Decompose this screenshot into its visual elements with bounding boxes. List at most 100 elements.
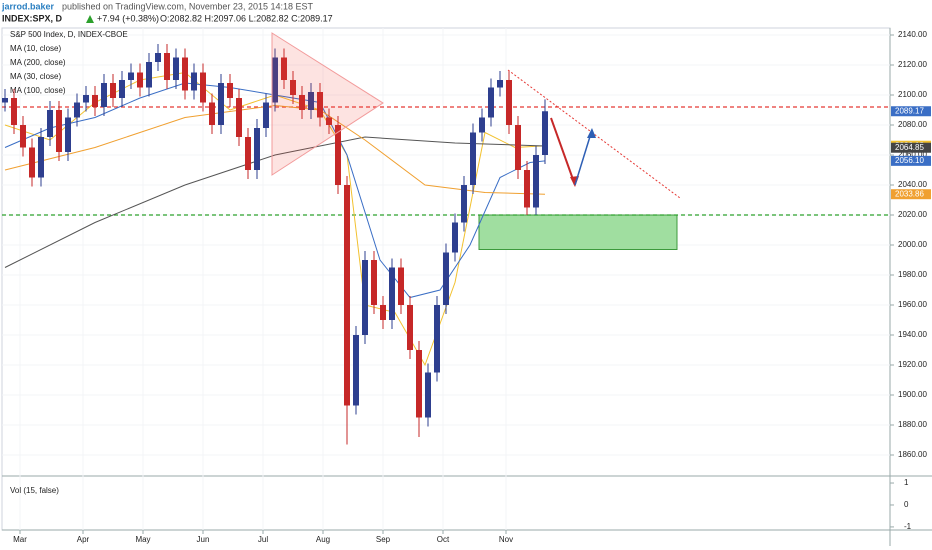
x-tick-label: Nov xyxy=(499,535,513,544)
ma-line xyxy=(4,82,546,299)
x-tick-label: Oct xyxy=(437,535,450,544)
candle-body xyxy=(164,53,170,80)
x-tick-label: Jul xyxy=(258,535,268,544)
y-tick-label: 2140.00 xyxy=(898,30,927,39)
price-label-box xyxy=(891,142,931,153)
x-tick-label: Apr xyxy=(77,535,90,544)
candle-body xyxy=(11,98,17,125)
price-label: 2089.17 xyxy=(895,106,924,115)
up-icon xyxy=(86,15,94,23)
legend-label: MA (30, close) xyxy=(10,72,61,81)
candle-body xyxy=(524,170,530,208)
candle-body xyxy=(227,83,233,98)
candle-body xyxy=(173,57,179,80)
candle-body xyxy=(317,92,323,118)
y-tick-label: 1 xyxy=(904,478,909,487)
candle-body xyxy=(191,72,197,91)
candle-body xyxy=(182,57,188,91)
x-tick-label: May xyxy=(135,535,150,544)
candle-body xyxy=(416,350,422,418)
candle-body xyxy=(380,305,386,320)
candle-body xyxy=(398,267,404,305)
y-tick-label: 2060.00 xyxy=(898,150,927,159)
x-tick-label: Sep xyxy=(376,535,391,544)
candle-body xyxy=(128,72,134,80)
candle-body xyxy=(470,132,476,185)
legend-label: MA (10, close) xyxy=(10,44,61,53)
price-label-box xyxy=(891,189,931,200)
candle-body xyxy=(65,117,71,152)
candle-body xyxy=(371,260,377,305)
triangle-drawing xyxy=(271,32,384,176)
candle-body xyxy=(137,72,143,88)
candle-body xyxy=(119,80,125,98)
y-tick-label: 2020.00 xyxy=(898,210,927,219)
candle-body xyxy=(308,92,314,110)
candle-body xyxy=(353,335,359,406)
arrow-down xyxy=(550,117,576,186)
candle-body xyxy=(20,125,26,148)
candle-body xyxy=(389,267,395,320)
y-tick-label: 2000.00 xyxy=(898,240,927,249)
candle-body xyxy=(272,57,278,103)
y-tick-label: 1920.00 xyxy=(898,360,927,369)
candle-body xyxy=(506,80,512,125)
legend-title: S&P 500 Index, D, INDEX-CBOE xyxy=(10,30,128,39)
y-tick-label: -1 xyxy=(904,522,912,531)
price-label: 2033.86 xyxy=(895,189,924,198)
price-label: 2056.10 xyxy=(895,156,924,165)
ma-line xyxy=(4,71,546,367)
ma-line xyxy=(4,136,546,268)
ohlc: O:2082.82 H:2097.06 L:2082.82 C:2089.17 xyxy=(160,13,333,23)
legend-label: MA (200, close) xyxy=(10,58,66,67)
candle-body xyxy=(101,83,107,107)
candle-body xyxy=(74,102,80,118)
y-tick-label: 1960.00 xyxy=(898,300,927,309)
published: published on TradingView.com, November 2… xyxy=(62,1,313,11)
candle-body xyxy=(209,102,215,125)
x-tick-label: Aug xyxy=(316,535,330,544)
y-tick-label: 2100.00 xyxy=(898,90,927,99)
candle-body xyxy=(146,62,152,88)
candle-body xyxy=(245,137,251,170)
candle-body xyxy=(497,80,503,88)
candle-body xyxy=(425,372,431,418)
price-label: 2064.85 xyxy=(895,143,924,152)
y-tick-label: 2040.00 xyxy=(898,180,927,189)
arrow-up xyxy=(574,129,593,186)
candle-body xyxy=(2,98,8,103)
arrow-head xyxy=(587,128,596,138)
legend-label: MA (100, close) xyxy=(10,86,66,95)
candle-body xyxy=(155,53,161,62)
candle-body xyxy=(38,137,44,178)
candle-body xyxy=(326,117,332,125)
y-tick-label: 1880.00 xyxy=(898,420,927,429)
candle-body xyxy=(47,110,53,137)
candle-body xyxy=(452,222,458,253)
candle-body xyxy=(434,305,440,373)
price-label-box xyxy=(891,106,931,117)
candle-body xyxy=(29,147,35,178)
candle-body xyxy=(407,305,413,350)
candle-body xyxy=(200,72,206,103)
candle-body xyxy=(461,185,467,223)
volume-title: Vol (15, false) xyxy=(10,486,59,495)
candle-body xyxy=(488,87,494,118)
author: jarrod.baker xyxy=(1,1,55,11)
y-tick-label: 2080.00 xyxy=(898,120,927,129)
candle-body xyxy=(218,83,224,125)
price-label-box xyxy=(891,155,931,166)
candle-body xyxy=(254,128,260,170)
candle-body xyxy=(299,95,305,110)
candle-body xyxy=(290,80,296,95)
candle-body xyxy=(56,110,62,152)
candle-body xyxy=(542,111,548,155)
candle-body xyxy=(281,57,287,80)
candle-body xyxy=(83,95,89,103)
candle-body xyxy=(479,117,485,133)
x-tick-label: Mar xyxy=(13,535,27,544)
candle-body xyxy=(344,185,350,406)
candle-body xyxy=(335,125,341,185)
candle-body xyxy=(92,95,98,107)
